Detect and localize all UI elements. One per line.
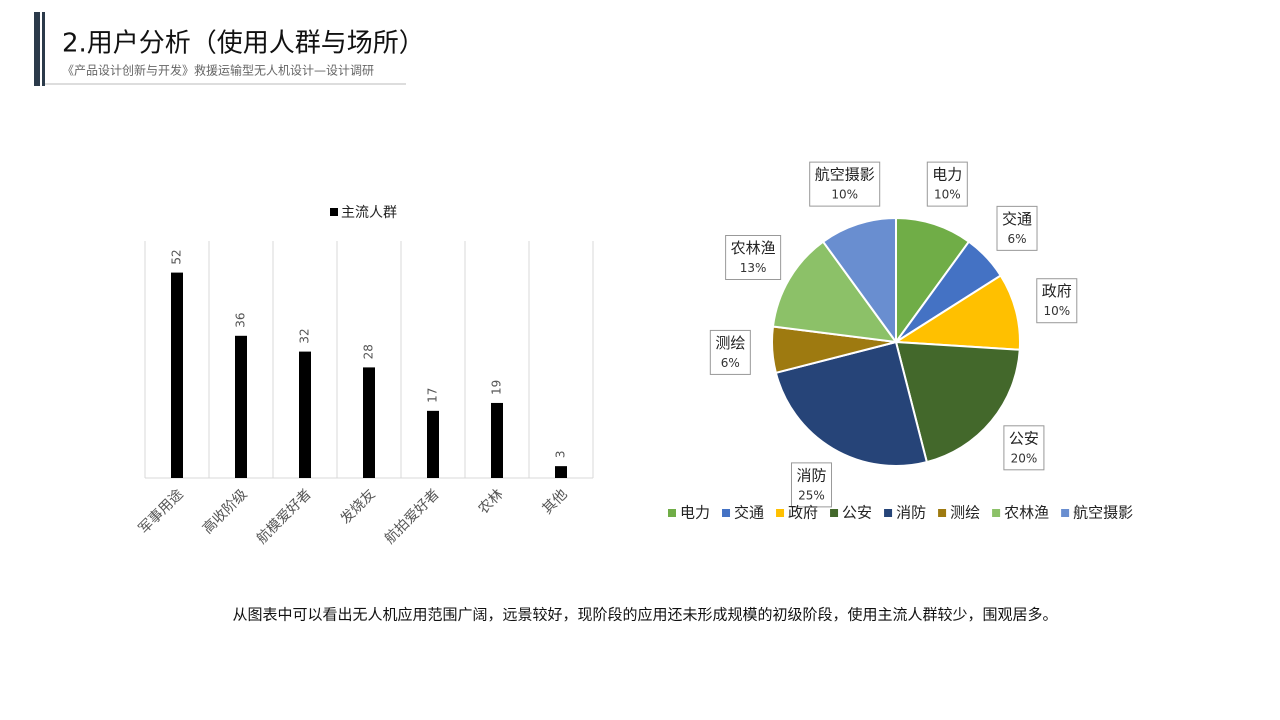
legend-label: 电力 [680, 504, 710, 522]
slide-title: 2.用户分析（使用人群与场所） [62, 29, 425, 59]
slice-value: 6% [1007, 232, 1026, 246]
legend-swatch [668, 509, 676, 517]
pie-slice [895, 216, 971, 346]
label-box [790, 462, 833, 508]
label-box [809, 161, 881, 207]
label-box [709, 329, 751, 375]
slice-label: 政府 [1042, 282, 1072, 300]
caption: 从图表中可以看出无人机应用范围广阔，远景较好，现阶段的应用还未形成规模的初级阶段… [232, 606, 1057, 624]
title-bar [42, 12, 45, 86]
legend-swatch [722, 509, 731, 517]
data-label: 28 [362, 344, 376, 359]
label-box [1036, 278, 1078, 324]
slice-value: 13% [740, 261, 767, 275]
pie-slice [771, 240, 899, 344]
label-box [1003, 425, 1045, 471]
pie-slice [894, 340, 1021, 464]
bar [235, 335, 247, 478]
slice-label: 公安 [1009, 429, 1039, 447]
x-tick-label: 高收阶级 [199, 486, 251, 538]
x-tick-label: 其他 [540, 486, 571, 517]
title-bar [34, 12, 40, 86]
legend-swatch [884, 509, 893, 517]
slice-label: 测绘 [715, 334, 745, 352]
x-tick-label: 发烧友 [338, 486, 379, 527]
bar [171, 272, 183, 478]
bar [555, 466, 567, 478]
slice-value: 10% [831, 188, 858, 202]
legend-label: 消防 [896, 504, 926, 522]
x-tick-label: 军事用途 [135, 486, 187, 538]
slice-value: 20% [1011, 451, 1038, 465]
bar [299, 351, 311, 478]
legend-label: 测绘 [950, 504, 980, 522]
legend-label: 农林渔 [1004, 504, 1049, 522]
legend-label: 公安 [842, 504, 872, 522]
legend-label: 交通 [734, 504, 764, 522]
data-label: 32 [298, 328, 312, 343]
slice-label: 农林渔 [731, 239, 776, 257]
x-tick-label: 农林 [476, 486, 507, 517]
slice-value: 6% [721, 356, 740, 370]
data-label: 36 [234, 313, 248, 328]
pie-slice [774, 340, 929, 467]
pie-slice [821, 216, 897, 346]
data-label: 3 [554, 451, 568, 459]
slice-label: 航空摄影 [815, 166, 875, 184]
label-box [996, 205, 1038, 251]
data-label: 19 [490, 380, 504, 395]
legend-swatch [938, 509, 947, 517]
bar [491, 402, 503, 478]
slice-label: 交通 [1002, 210, 1032, 228]
data-label: 17 [426, 388, 440, 403]
legend-swatch [830, 509, 839, 517]
x-tick-label: 航拍爱好者 [382, 486, 443, 547]
slice-label: 消防 [796, 466, 826, 484]
label-box [725, 234, 782, 280]
label-box [926, 161, 968, 207]
slice-value: 10% [1043, 304, 1070, 318]
data-label: 52 [170, 249, 184, 264]
legend-label: 主流人群 [341, 205, 397, 221]
pie-slice [892, 274, 1022, 351]
legend-label: 政府 [788, 504, 818, 522]
legend-swatch [992, 509, 1001, 517]
slice-value: 25% [798, 488, 825, 502]
legend-swatch [776, 509, 785, 517]
x-tick-label: 航模爱好者 [254, 486, 315, 547]
bar [427, 410, 439, 478]
legend-swatch [330, 208, 338, 216]
legend-label: 航空摄影 [1073, 504, 1133, 522]
legend-swatch [1061, 509, 1070, 517]
bar [363, 367, 375, 478]
slice-value: 10% [934, 188, 961, 202]
slice-label: 电力 [932, 166, 962, 184]
slide-subtitle: 《产品设计创新与开发》救援运输型无人机设计—设计调研 [62, 63, 374, 78]
